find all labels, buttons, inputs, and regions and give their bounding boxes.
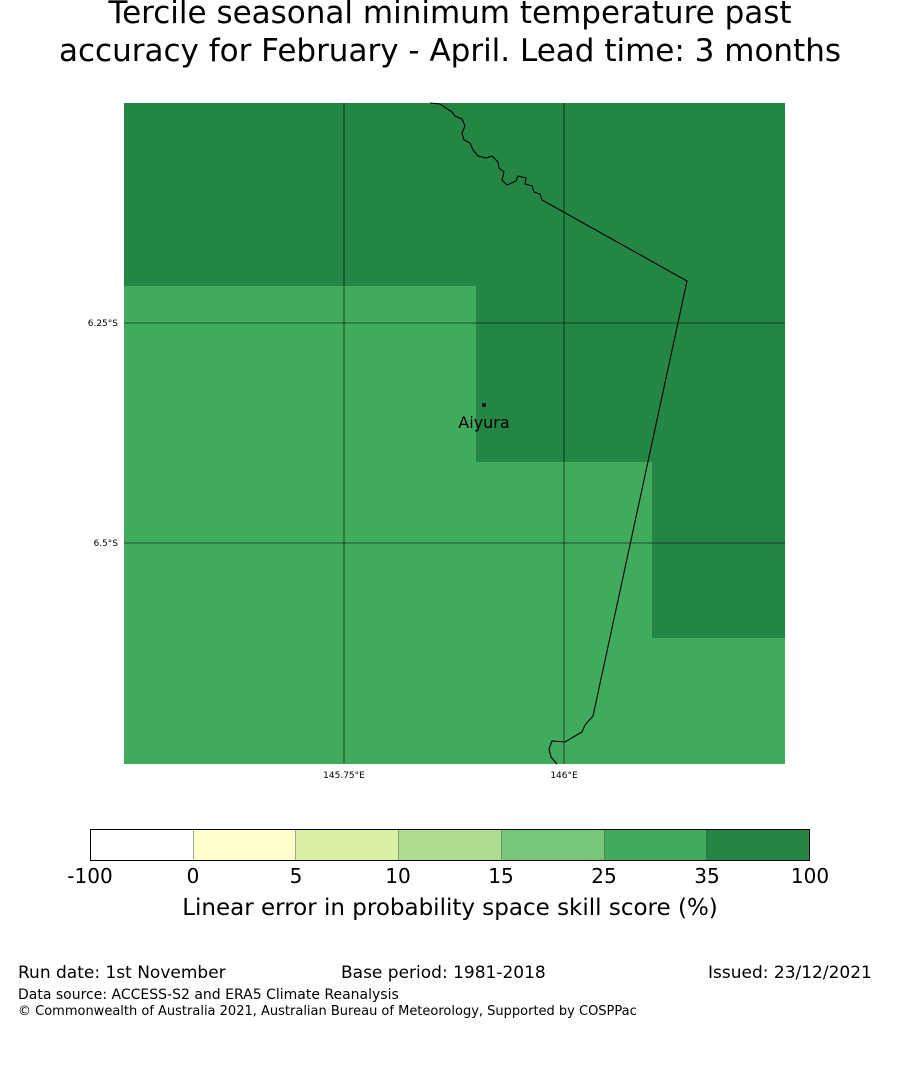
colorbar-tick: -100 xyxy=(67,864,113,888)
place-marker xyxy=(482,403,486,407)
colorbar-tick: 5 xyxy=(289,864,303,888)
lon-label-145-75: 145.75°E xyxy=(323,771,365,781)
colorbar-tick: 25 xyxy=(591,864,617,888)
colorbar-label: Linear error in probability space skill … xyxy=(182,895,718,921)
boundary-line xyxy=(429,102,688,765)
colorbar-tick: 10 xyxy=(385,864,411,888)
copyright: © Commonwealth of Australia 2021, Austra… xyxy=(18,1004,637,1019)
lat-label-6-5: 6.5°S xyxy=(93,539,118,549)
colorbar-tick: 100 xyxy=(790,864,830,888)
colorbar-segment xyxy=(399,830,502,860)
colorbar-segment xyxy=(296,830,400,860)
colorbar-segment xyxy=(707,830,810,860)
colorbar-tick: 35 xyxy=(694,864,720,888)
colorbar-segment xyxy=(193,830,297,860)
lon-label-146: 146°E xyxy=(550,771,578,781)
lat-label-6-25: 6.25°S xyxy=(88,319,119,329)
colorbar-segment xyxy=(501,830,605,860)
map-title: Tercile seasonal minimum temperature pas… xyxy=(0,0,900,70)
data-source: Data source: ACCESS-S2 and ERA5 Climate … xyxy=(18,987,399,1003)
colorbar-segment xyxy=(91,830,194,860)
colorbar-segment xyxy=(604,830,708,860)
run-date: Run date: 1st November xyxy=(18,963,226,983)
base-period: Base period: 1981-2018 xyxy=(341,963,546,983)
colorbar-tick: 15 xyxy=(488,864,514,888)
title-line-2: accuracy for February - April. Lead time… xyxy=(58,33,842,69)
issued-date: Issued: 23/12/2021 xyxy=(708,963,872,983)
title-line-1: Tercile seasonal minimum temperature pas… xyxy=(108,0,792,31)
map-panel: Aiyura 6.25°S 6.5°S 145.75°E 146°E xyxy=(88,102,785,781)
skill-region-high xyxy=(124,103,785,638)
place-label: Aiyura xyxy=(458,413,509,432)
colorbar xyxy=(90,829,810,861)
colorbar-tick: 0 xyxy=(186,864,200,888)
